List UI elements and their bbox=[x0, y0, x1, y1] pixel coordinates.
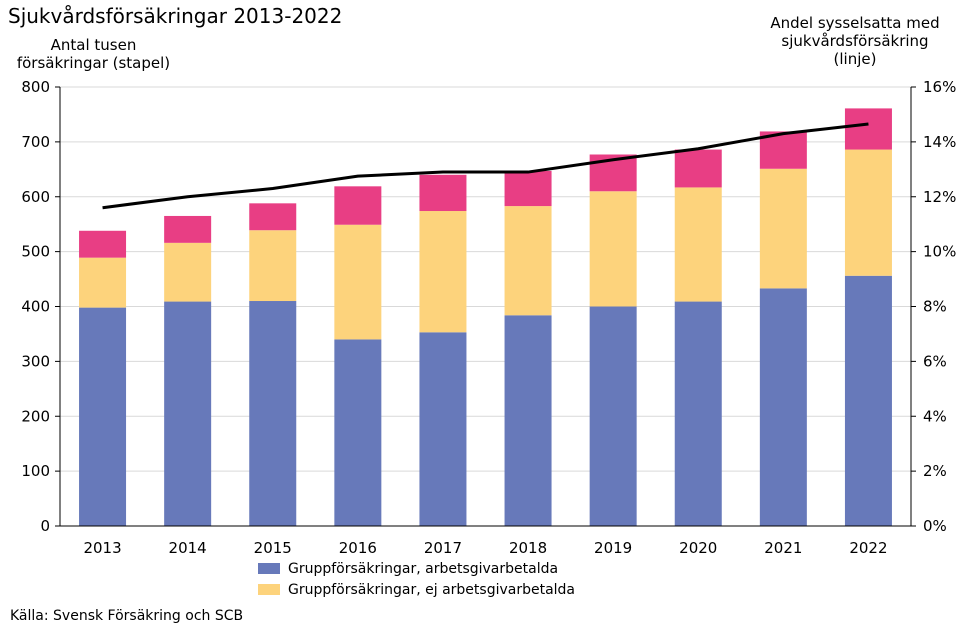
right-tick-label: 0% bbox=[923, 517, 947, 535]
left-tick-label: 0 bbox=[40, 517, 50, 535]
bar-segment bbox=[164, 242, 212, 302]
bar-segment bbox=[759, 168, 807, 289]
bar-segment bbox=[164, 215, 212, 243]
bar-segment bbox=[249, 203, 297, 231]
bar-segment bbox=[589, 191, 637, 307]
bar-segment bbox=[79, 307, 127, 526]
right-tick-label: 8% bbox=[923, 298, 947, 316]
chart-plot: 2013 2014 2015 2016 2017 2018 2019 2020 2021 2022… bbox=[21, 78, 956, 557]
left-axis-label-line-2: försäkringar (stapel) bbox=[16, 54, 171, 72]
x-tick-label: 2017 bbox=[424, 539, 462, 557]
bar-segment bbox=[249, 301, 297, 526]
x-tick-label: 2018 bbox=[509, 539, 547, 557]
legend-label-ej-arbetsgivarbetalda: Gruppförsäkringar, ej arbetsgivarbetalda bbox=[288, 581, 576, 598]
source-note: Källa: Svensk Försäkring och SCB bbox=[10, 608, 244, 624]
bar-segment bbox=[759, 288, 807, 526]
right-tick-label: 10% bbox=[923, 243, 956, 261]
left-axis-label-line-1: Antal tusen bbox=[50, 36, 137, 54]
bar-segment bbox=[419, 211, 467, 333]
bar-segment bbox=[674, 301, 722, 526]
right-axis-label: Andel sysselsatta med sjukvårdsförsäkrin… bbox=[745, 14, 965, 68]
left-tick-label: 600 bbox=[21, 188, 50, 206]
bar-segment bbox=[334, 339, 382, 526]
bar-segment bbox=[674, 187, 722, 302]
chart-title: Sjukvårdsförsäkringar 2013-2022 bbox=[8, 4, 343, 28]
right-tick-label: 6% bbox=[923, 352, 947, 370]
bar-segment bbox=[79, 257, 127, 308]
bar-segment bbox=[419, 174, 467, 212]
left-tick-label: 500 bbox=[21, 243, 50, 261]
left-tick-label: 400 bbox=[21, 298, 50, 316]
right-tick-label: 16% bbox=[923, 78, 956, 96]
legend-item-ej-arbetsgivarbetalda: Gruppförsäkringar, ej arbetsgivarbetalda bbox=[258, 579, 575, 600]
left-tick-label: 700 bbox=[21, 133, 50, 151]
x-tick-label: 2016 bbox=[339, 539, 377, 557]
bar-segment bbox=[164, 301, 212, 526]
right-tick-label: 4% bbox=[923, 407, 947, 425]
bar-segment bbox=[79, 230, 127, 258]
bar-segment bbox=[504, 315, 552, 526]
legend-swatch-arbetsgivarbetalda bbox=[258, 563, 280, 574]
x-tick-label: 2020 bbox=[679, 539, 717, 557]
share-line bbox=[102, 122, 869, 210]
bar-segment bbox=[844, 275, 892, 526]
right-axis-label-line-3: (linje) bbox=[833, 50, 877, 68]
bar-segment bbox=[249, 230, 297, 302]
right-axis-label-line-2: sjukvårdsförsäkring bbox=[781, 32, 929, 50]
bar-segment bbox=[419, 332, 467, 526]
left-tick-label: 300 bbox=[21, 352, 50, 370]
right-tick-label: 14% bbox=[923, 133, 956, 151]
left-tick-label: 200 bbox=[21, 407, 50, 425]
x-tick-label: 2013 bbox=[83, 539, 121, 557]
x-tick-label: 2019 bbox=[594, 539, 632, 557]
right-tick-label: 2% bbox=[923, 462, 947, 480]
legend-label-arbetsgivarbetalda: Gruppförsäkringar, arbetsgivarbetalda bbox=[288, 560, 559, 577]
bar-segment bbox=[504, 170, 552, 207]
left-tick-label: 800 bbox=[21, 78, 50, 96]
legend-swatch-ej-arbetsgivarbetalda bbox=[258, 584, 280, 595]
x-tick-label: 2014 bbox=[169, 539, 207, 557]
right-tick-label: 12% bbox=[923, 188, 956, 206]
legend: Gruppförsäkringar, arbetsgivarbetalda Gr… bbox=[258, 558, 575, 600]
legend-item-arbetsgivarbetalda: Gruppförsäkringar, arbetsgivarbetalda bbox=[258, 558, 575, 579]
x-tick-label: 2022 bbox=[849, 539, 887, 557]
bar-segment bbox=[844, 149, 892, 276]
bar-segment bbox=[504, 206, 552, 316]
bar-segment bbox=[674, 149, 722, 188]
x-tick-label: 2015 bbox=[254, 539, 292, 557]
bar-segment bbox=[334, 224, 382, 340]
bar-segment bbox=[844, 108, 892, 150]
left-tick-label: 100 bbox=[21, 462, 50, 480]
bar-segment bbox=[589, 306, 637, 526]
right-axis-label-line-1: Andel sysselsatta med bbox=[770, 14, 940, 32]
left-axis-label: Antal tusen försäkringar (stapel) bbox=[6, 36, 181, 72]
bar-segment bbox=[334, 186, 382, 225]
x-tick-label: 2021 bbox=[764, 539, 802, 557]
